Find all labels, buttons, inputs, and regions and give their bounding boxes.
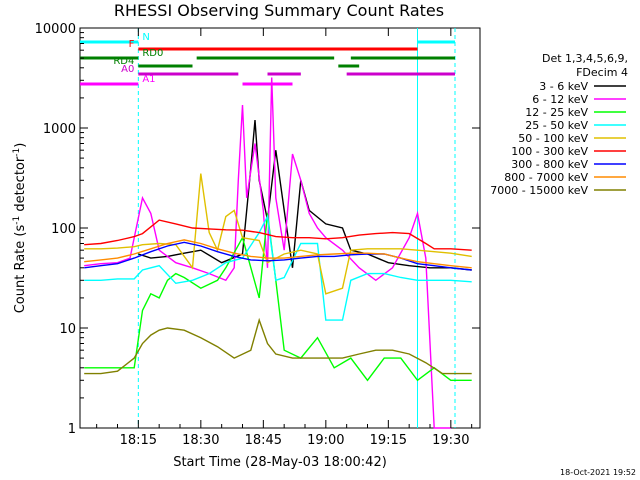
legend-header-2: FDecim 4 [576, 66, 628, 79]
y-axis-label-b: detector [13, 156, 28, 216]
legend-entry-label-2: 12 - 25 keV [525, 106, 588, 119]
legend-header-1: Det 1,3,4,5,6,9, [542, 52, 628, 65]
x-axis: 18:15 18:30 18:45 19:00 19:15 19:30 [96, 28, 473, 448]
y-axis-label-sup2: -1 [12, 148, 22, 157]
legend-entry-label-4: 50 - 100 keV [518, 132, 588, 145]
footer-timestamp: 18-Oct-2021 19:52 [560, 468, 636, 477]
series-line-1 [84, 77, 451, 429]
x-tick-label-3: 19:00 [307, 433, 344, 448]
legend-entry-label-5: 100 - 300 keV [511, 145, 588, 158]
flag-label-a0: A0 [121, 64, 134, 75]
y-axis-label-c: ) [13, 143, 28, 148]
y-tick-label-2: 100 [51, 222, 76, 237]
series-lines [84, 77, 472, 429]
series-line-0 [138, 120, 472, 271]
y-axis: 1 10 100 1000 10000 [35, 22, 480, 437]
flag-label-n: N [142, 32, 149, 43]
flag-label-a1: A1 [142, 74, 155, 85]
flag-label-rd0: RD0 [142, 48, 163, 59]
legend-entry-label-8: 7000 - 15000 keV [490, 184, 588, 197]
y-axis-label-sup1: -1 [12, 216, 22, 225]
y-axis-label: Count Rate (s-1 detector-1) [12, 143, 28, 314]
series-line-4 [84, 173, 472, 295]
y-tick-label-3: 1000 [43, 122, 76, 137]
legend-entry-label-3: 25 - 50 keV [525, 119, 588, 132]
y-tick-label-0: 1 [68, 422, 76, 437]
x-tick-label-0: 18:15 [120, 433, 157, 448]
legend-entry-label-6: 300 - 800 keV [511, 158, 588, 171]
x-axis-label: Start Time (28-May-03 18:00:42) [173, 455, 387, 470]
x-tick-label-4: 19:15 [370, 433, 407, 448]
y-tick-label-4: 10000 [35, 22, 76, 37]
series-line-2 [84, 213, 472, 382]
legend-entry-label-0: 3 - 6 keV [539, 80, 588, 93]
series-line-8 [84, 317, 472, 375]
series-line-7 [84, 239, 472, 269]
x-tick-label-1: 18:30 [182, 433, 219, 448]
legend-entry-label-1: 6 - 12 keV [532, 93, 588, 106]
y-tick-label-1: 10 [59, 322, 76, 337]
y-axis-label-a: Count Rate (s [13, 225, 28, 314]
x-tick-label-5: 19:30 [432, 433, 469, 448]
flag-label-f: F [129, 39, 135, 50]
series-line-3 [84, 214, 472, 321]
flag-label-rd4: RD4 [113, 56, 134, 67]
chart-title: RHESSI Observing Summary Count Rates [114, 1, 444, 20]
legend-entry-label-7: 800 - 7000 keV [504, 171, 588, 184]
series-line-5 [84, 219, 472, 251]
x-tick-label-2: 18:45 [245, 433, 282, 448]
